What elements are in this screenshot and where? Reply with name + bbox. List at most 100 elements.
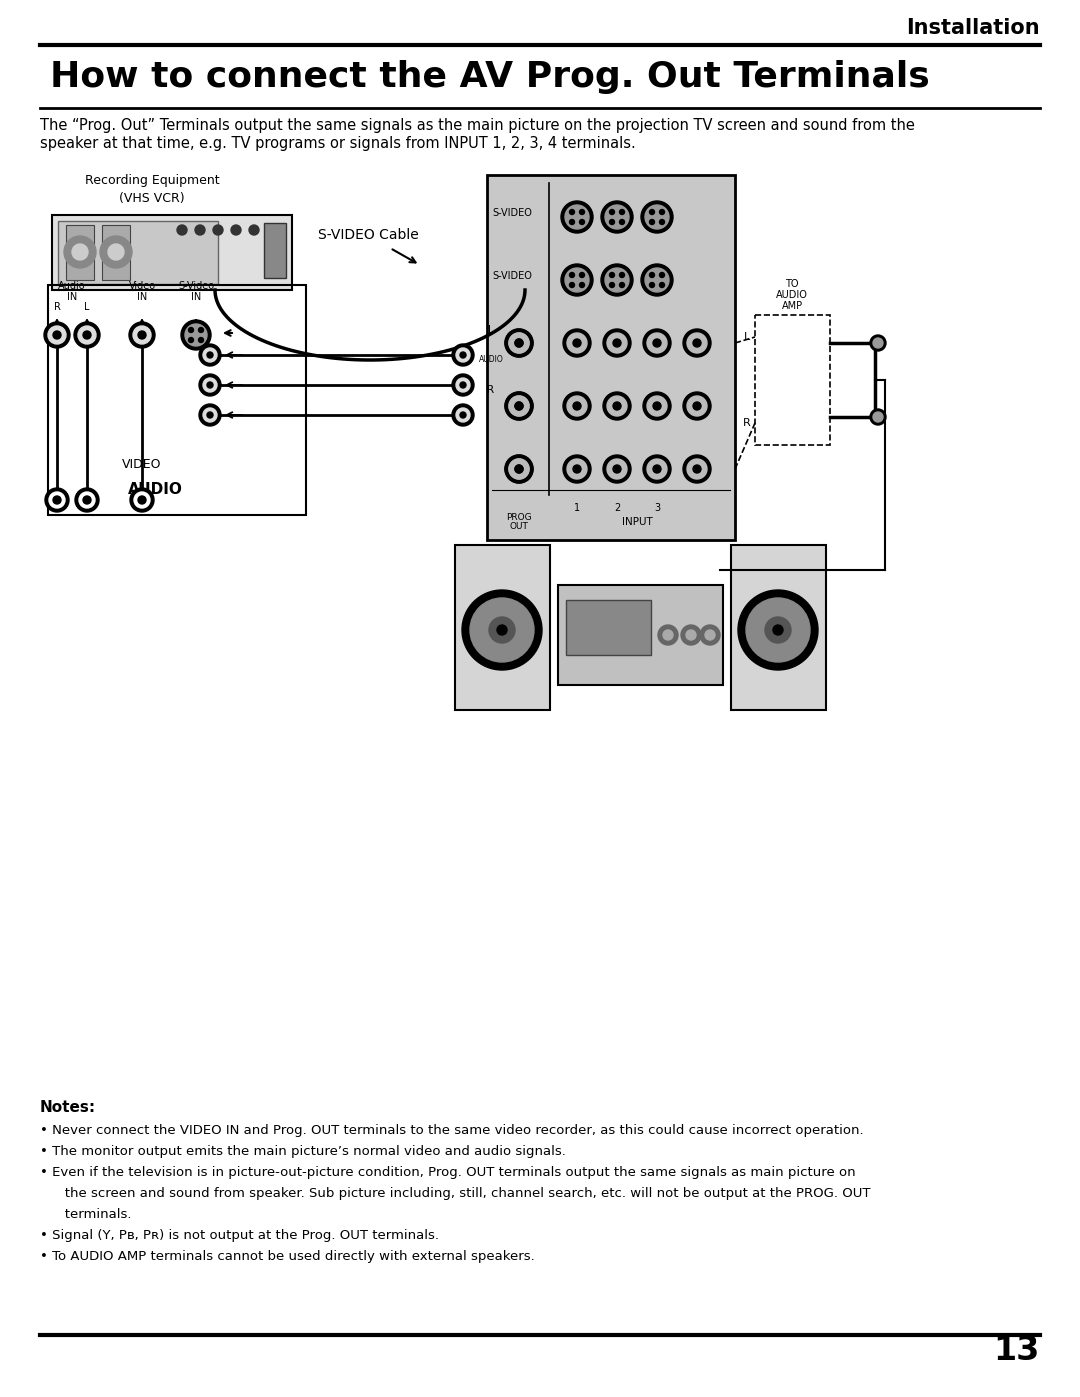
- Circle shape: [693, 339, 701, 346]
- Text: the screen and sound from speaker. Sub picture including, still, channel search,: the screen and sound from speaker. Sub p…: [52, 1187, 870, 1200]
- Circle shape: [515, 465, 523, 474]
- Circle shape: [53, 496, 60, 504]
- Text: 3: 3: [653, 503, 660, 513]
- Circle shape: [207, 412, 213, 418]
- Circle shape: [45, 488, 69, 511]
- Text: AUDIO: AUDIO: [478, 355, 503, 365]
- Circle shape: [505, 330, 534, 358]
- Circle shape: [738, 590, 818, 671]
- Circle shape: [563, 455, 591, 483]
- Circle shape: [607, 332, 627, 353]
- Text: Installation: Installation: [906, 18, 1040, 38]
- Circle shape: [573, 402, 581, 409]
- Text: 1: 1: [573, 503, 580, 513]
- Circle shape: [203, 379, 217, 393]
- Circle shape: [505, 455, 534, 483]
- Circle shape: [199, 344, 221, 366]
- Circle shape: [456, 379, 470, 393]
- Circle shape: [231, 225, 241, 235]
- Circle shape: [207, 381, 213, 388]
- Circle shape: [460, 381, 465, 388]
- Circle shape: [773, 624, 783, 636]
- Text: AUDIO: AUDIO: [127, 482, 183, 497]
- Circle shape: [199, 327, 203, 332]
- Circle shape: [79, 492, 95, 509]
- Circle shape: [72, 244, 87, 260]
- Circle shape: [249, 225, 259, 235]
- Circle shape: [49, 492, 65, 509]
- Circle shape: [681, 624, 701, 645]
- Circle shape: [189, 327, 193, 332]
- Circle shape: [700, 624, 720, 645]
- Circle shape: [470, 598, 534, 662]
- Circle shape: [620, 272, 624, 278]
- Circle shape: [515, 339, 523, 346]
- Circle shape: [78, 326, 96, 344]
- Circle shape: [686, 630, 696, 640]
- Circle shape: [603, 455, 631, 483]
- Circle shape: [515, 465, 523, 474]
- Circle shape: [663, 630, 673, 640]
- Text: S-VIDEO Cable: S-VIDEO Cable: [318, 228, 418, 242]
- Circle shape: [620, 210, 624, 215]
- Circle shape: [609, 282, 615, 288]
- Circle shape: [497, 624, 507, 636]
- Circle shape: [746, 598, 810, 662]
- Circle shape: [462, 590, 542, 671]
- Circle shape: [83, 496, 91, 504]
- Circle shape: [569, 272, 575, 278]
- Circle shape: [609, 219, 615, 225]
- Circle shape: [563, 393, 591, 420]
- Circle shape: [453, 374, 474, 395]
- Text: (VHS VCR): (VHS VCR): [119, 191, 185, 205]
- Circle shape: [647, 332, 667, 353]
- Circle shape: [567, 332, 588, 353]
- Circle shape: [613, 402, 621, 409]
- Circle shape: [561, 264, 593, 296]
- Circle shape: [603, 330, 631, 358]
- Text: PROG
OUT: PROG OUT: [507, 513, 531, 531]
- Circle shape: [649, 219, 654, 225]
- FancyBboxPatch shape: [566, 599, 651, 655]
- Circle shape: [653, 465, 661, 474]
- Circle shape: [607, 460, 627, 479]
- Circle shape: [660, 219, 664, 225]
- Text: Notes:: Notes:: [40, 1099, 96, 1115]
- Circle shape: [64, 236, 96, 268]
- Circle shape: [605, 205, 629, 229]
- FancyBboxPatch shape: [487, 175, 735, 541]
- Circle shape: [693, 465, 701, 474]
- Circle shape: [649, 272, 654, 278]
- Circle shape: [620, 282, 624, 288]
- Circle shape: [515, 402, 523, 409]
- FancyBboxPatch shape: [52, 215, 292, 291]
- Circle shape: [870, 409, 886, 425]
- Circle shape: [603, 393, 631, 420]
- Circle shape: [189, 338, 193, 342]
- Circle shape: [653, 402, 661, 409]
- Text: • The monitor output emits the main picture’s normal video and audio signals.: • The monitor output emits the main pict…: [40, 1146, 566, 1158]
- Circle shape: [207, 352, 213, 358]
- Circle shape: [133, 326, 151, 344]
- Bar: [264, 224, 286, 278]
- Circle shape: [580, 272, 584, 278]
- Text: • Never connect the VIDEO IN and Prog. OUT terminals to the same video recorder,: • Never connect the VIDEO IN and Prog. O…: [40, 1125, 864, 1137]
- Circle shape: [660, 272, 664, 278]
- Circle shape: [505, 455, 534, 483]
- Circle shape: [509, 395, 529, 416]
- Text: R: R: [487, 386, 495, 395]
- Circle shape: [100, 236, 132, 268]
- Circle shape: [456, 348, 470, 362]
- Text: terminals.: terminals.: [52, 1208, 132, 1221]
- Circle shape: [563, 330, 591, 358]
- Bar: [66, 225, 94, 279]
- Text: S-Video
IN: S-Video IN: [178, 281, 214, 302]
- Text: VIDEO: VIDEO: [122, 458, 162, 472]
- Circle shape: [569, 282, 575, 288]
- Text: S-VIDEO: S-VIDEO: [492, 271, 531, 281]
- Text: Audio
IN: Audio IN: [58, 281, 85, 302]
- Circle shape: [873, 338, 883, 348]
- Circle shape: [870, 335, 886, 351]
- Circle shape: [456, 408, 470, 422]
- Bar: [102, 225, 130, 279]
